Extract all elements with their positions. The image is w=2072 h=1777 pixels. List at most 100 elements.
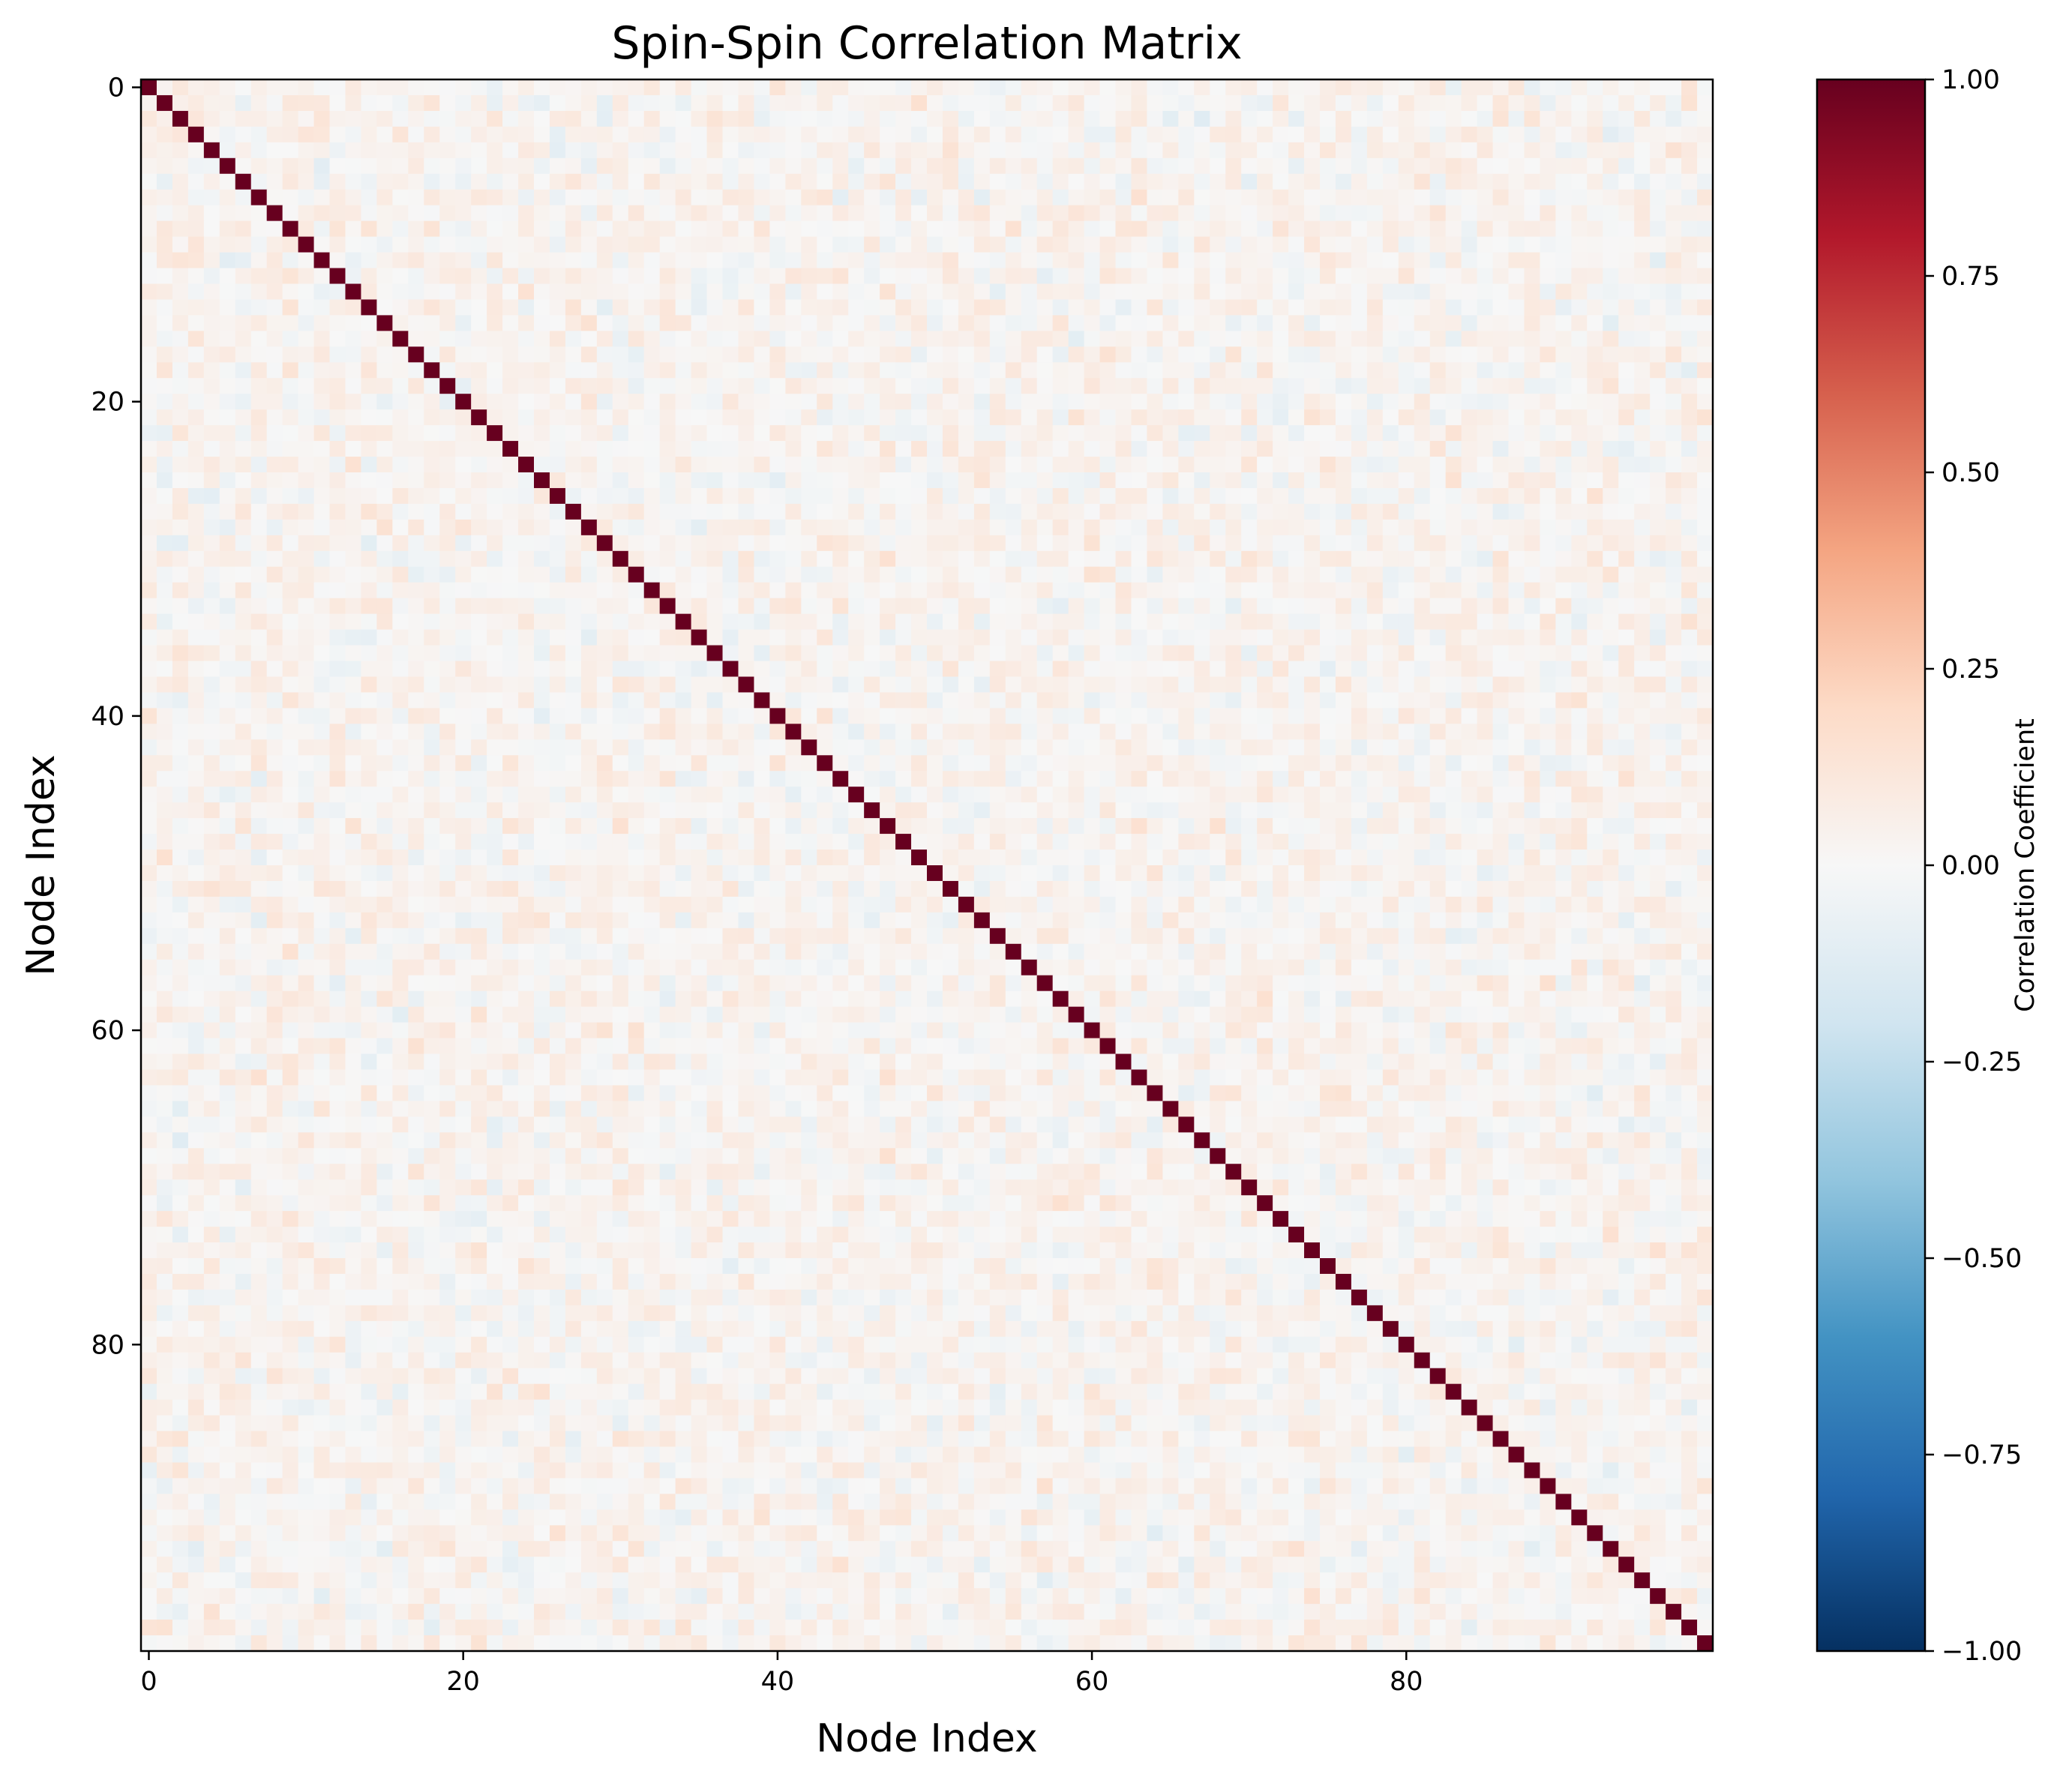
- heatmap-cell: [345, 157, 362, 175]
- heatmap-cell: [785, 157, 802, 175]
- heatmap-cell: [1052, 142, 1069, 159]
- heatmap-cell: [266, 173, 283, 190]
- heatmap-cell: [580, 724, 598, 740]
- heatmap-cell: [424, 724, 440, 740]
- heatmap-cell: [1099, 550, 1117, 568]
- heatmap-cell: [534, 94, 550, 112]
- heatmap-cell: [895, 739, 912, 756]
- heatmap-cell: [1571, 550, 1588, 568]
- heatmap-cell: [502, 425, 519, 442]
- heatmap-cell: [769, 566, 786, 583]
- heatmap-cell: [580, 362, 598, 379]
- heatmap-cell: [1162, 566, 1179, 583]
- heatmap-cell: [219, 268, 236, 285]
- heatmap-cell: [549, 613, 566, 631]
- heatmap-cell: [989, 834, 1006, 850]
- heatmap-cell: [518, 739, 535, 756]
- heatmap-cell: [549, 708, 566, 724]
- heatmap-cell: [1225, 315, 1242, 331]
- heatmap-cell: [1414, 566, 1431, 583]
- heatmap-cell: [801, 409, 817, 426]
- heatmap-cell: [1587, 457, 1603, 473]
- heatmap-cell: [769, 598, 786, 615]
- heatmap-cell: [1414, 79, 1431, 96]
- heatmap-cell: [1225, 283, 1242, 301]
- heatmap-cell: [313, 566, 331, 583]
- heatmap-cell: [1398, 362, 1415, 379]
- heatmap-cell: [141, 708, 157, 724]
- heatmap-cell: [534, 818, 550, 835]
- heatmap-cell: [769, 236, 786, 253]
- heatmap-cell: [1084, 409, 1101, 426]
- heatmap-cell: [282, 724, 299, 740]
- heatmap-cell: [832, 441, 849, 457]
- heatmap-cell: [487, 834, 503, 850]
- heatmap-cell: [848, 362, 865, 379]
- heatmap-cell: [832, 613, 849, 631]
- heatmap-cell: [1320, 724, 1336, 740]
- heatmap-cell: [392, 724, 409, 740]
- heatmap-cell: [1052, 409, 1069, 426]
- heatmap-cell: [895, 126, 912, 143]
- heatmap-cell: [1634, 535, 1651, 552]
- heatmap-cell: [250, 472, 268, 489]
- heatmap-cell: [455, 441, 472, 457]
- heatmap-cell: [1445, 205, 1462, 222]
- heatmap-cell: [1115, 771, 1132, 787]
- heatmap-cell: [1115, 472, 1132, 489]
- heatmap-cell: [565, 519, 582, 536]
- heatmap-cell: [487, 629, 503, 646]
- heatmap-cell: [1540, 739, 1556, 756]
- heatmap-cell: [1052, 802, 1069, 819]
- heatmap-cell: [1304, 457, 1321, 473]
- heatmap-cell: [1335, 362, 1352, 379]
- heatmap-cell: [518, 598, 535, 615]
- heatmap-cell: [487, 582, 503, 599]
- heatmap-cell: [361, 566, 377, 583]
- heatmap-cell: [1052, 503, 1069, 520]
- heatmap-cell: [392, 850, 409, 866]
- heatmap-cell: [1587, 771, 1603, 787]
- heatmap-cell: [880, 331, 896, 347]
- heatmap-cell: [502, 189, 519, 206]
- heatmap-cell: [219, 802, 236, 819]
- heatmap-cell: [1178, 676, 1195, 694]
- heatmap-cell: [313, 378, 331, 394]
- heatmap-cell: [612, 503, 629, 520]
- heatmap-cell: [345, 331, 362, 347]
- heatmap-cell: [329, 598, 346, 615]
- heatmap-cell: [565, 818, 582, 835]
- heatmap-cell: [880, 676, 896, 694]
- heatmap-cell: [518, 441, 535, 457]
- heatmap-cell: [596, 818, 613, 835]
- heatmap-cell: [1508, 739, 1525, 756]
- heatmap-cell: [769, 692, 786, 709]
- heatmap-cell: [1477, 503, 1494, 520]
- heatmap-cell: [1288, 613, 1305, 631]
- heatmap-cell: [156, 457, 173, 473]
- heatmap-cell: [1571, 315, 1588, 331]
- heatmap-cell: [235, 126, 252, 143]
- heatmap-cell: [1288, 755, 1305, 772]
- heatmap-cell: [235, 409, 252, 426]
- heatmap-cell: [1225, 299, 1242, 316]
- heatmap-cell: [927, 787, 943, 803]
- heatmap-cell: [1320, 205, 1336, 222]
- heatmap-cell: [1666, 724, 1682, 740]
- heatmap-cell: [392, 394, 409, 410]
- heatmap-cell: [187, 205, 205, 222]
- heatmap-cell: [1524, 755, 1541, 772]
- heatmap-cell: [1571, 755, 1588, 772]
- heatmap-cell: [832, 409, 849, 426]
- heatmap-cell: [518, 613, 535, 631]
- heatmap-cell: [250, 535, 268, 552]
- heatmap-cell: [973, 850, 991, 866]
- heatmap-cell: [549, 739, 566, 756]
- heatmap-cell: [345, 598, 362, 615]
- heatmap-cell: [329, 755, 346, 772]
- heatmap-cell: [864, 598, 880, 615]
- heatmap-cell: [691, 173, 708, 190]
- heatmap-cell: [1461, 834, 1478, 850]
- heatmap-cell: [1414, 598, 1431, 615]
- heatmap-cell: [691, 362, 708, 379]
